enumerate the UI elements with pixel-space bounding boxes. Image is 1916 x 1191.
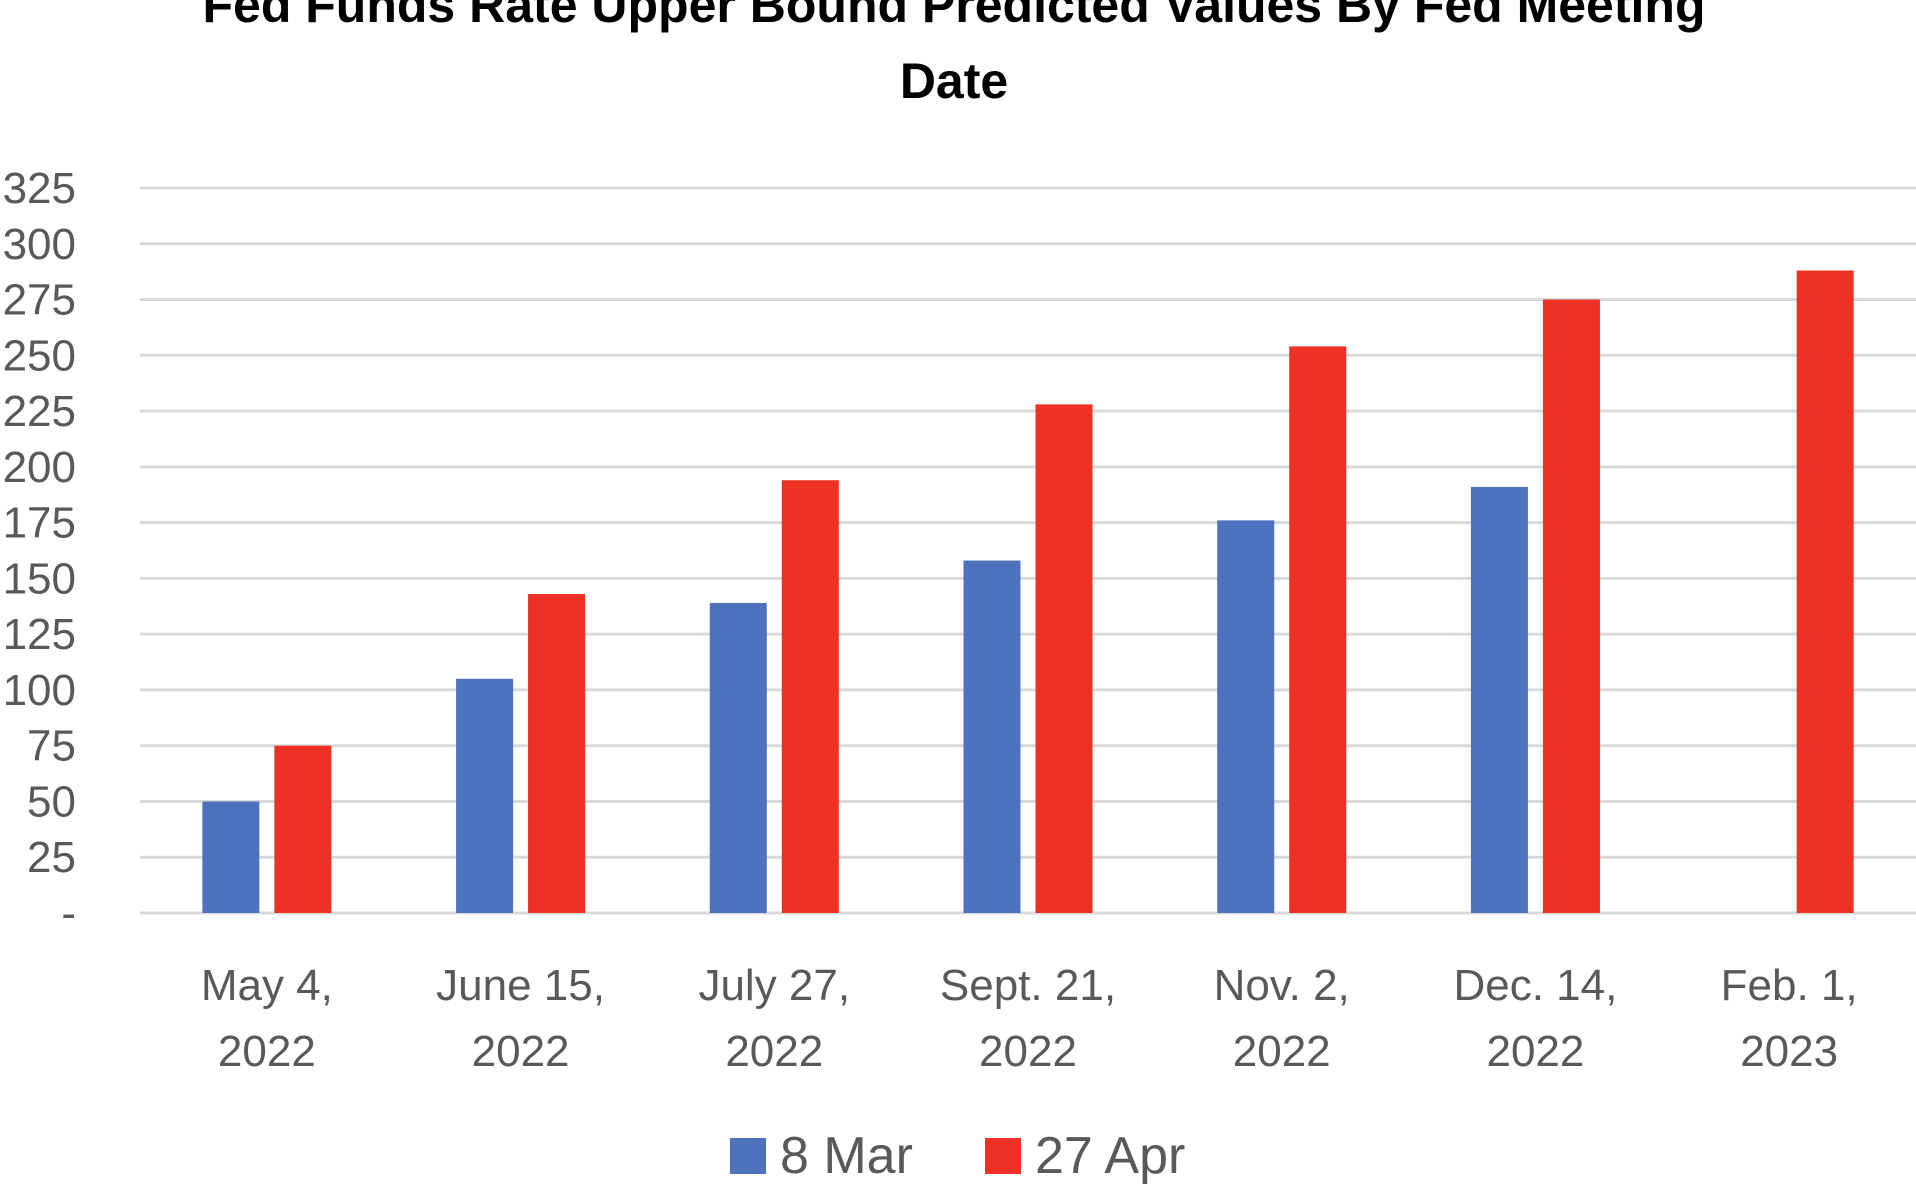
legend-swatch xyxy=(730,1138,766,1174)
x-tick-label: Nov. 2, 2022 xyxy=(1214,961,1350,1076)
bar-27-apr xyxy=(528,594,586,913)
y-tick-label: 200 xyxy=(3,443,76,492)
x-tick-label: June 15, 2022 xyxy=(436,961,605,1076)
y-tick-label: 225 xyxy=(3,387,76,436)
y-axis-ticks: - 25 50 75 100 125 150 175 200 225 250 275 300 325 xyxy=(3,164,76,938)
legend-swatch xyxy=(985,1138,1021,1174)
y-tick-label: 250 xyxy=(3,331,76,380)
bar-8-mar xyxy=(963,560,1021,913)
x-tick-label: July 27, 2022 xyxy=(698,961,850,1076)
bar-8-mar xyxy=(1470,486,1528,913)
x-axis-ticks: May 4, 2022 June 15, 2022 July 27, 2022 Sept. … xyxy=(201,961,1858,1076)
x-tick-label: Sept. 21, 2022 xyxy=(940,961,1116,1076)
bars xyxy=(202,270,1854,913)
bar-27-apr xyxy=(1796,270,1854,913)
bar-27-apr xyxy=(1542,299,1600,913)
legend-label: 27 Apr xyxy=(1035,1127,1185,1185)
y-tick-label: 325 xyxy=(3,164,76,213)
x-tick-label: Feb. 1, 2023 xyxy=(1721,961,1858,1076)
bar-8-mar xyxy=(202,801,260,913)
y-tick-label: 300 xyxy=(3,220,76,269)
y-tick-label: 125 xyxy=(3,610,76,659)
bar-27-apr xyxy=(1289,346,1347,913)
y-tick-label: 150 xyxy=(3,554,76,603)
y-tick-label: 75 xyxy=(27,722,76,771)
x-tick-label: May 4, 2022 xyxy=(201,961,333,1076)
y-tick-label: - xyxy=(61,889,76,938)
chart-title-line: Fed Funds Rate Upper Bound Predicted Val… xyxy=(202,0,1705,33)
bar-8-mar xyxy=(456,678,514,913)
bar-8-mar xyxy=(1217,520,1275,913)
y-tick-label: 25 xyxy=(27,833,76,882)
y-tick-label: 50 xyxy=(27,777,76,826)
gridlines xyxy=(140,186,1916,915)
legend-label: 8 Mar xyxy=(780,1127,913,1185)
bar-27-apr xyxy=(1035,404,1093,913)
legend: 8 Mar 27 Apr xyxy=(730,1127,1185,1185)
y-tick-label: 175 xyxy=(3,499,76,548)
chart-title: Fed Funds Rate Upper Bound Predicted Val… xyxy=(202,0,1705,109)
y-tick-label: 100 xyxy=(3,666,76,715)
bar-8-mar xyxy=(709,602,767,913)
chart-title-line: Date xyxy=(900,53,1008,109)
bar-27-apr xyxy=(781,480,839,913)
y-tick-label: 275 xyxy=(3,276,76,325)
x-tick-label: Dec. 14, 2022 xyxy=(1453,961,1617,1076)
bar-27-apr xyxy=(274,745,332,913)
